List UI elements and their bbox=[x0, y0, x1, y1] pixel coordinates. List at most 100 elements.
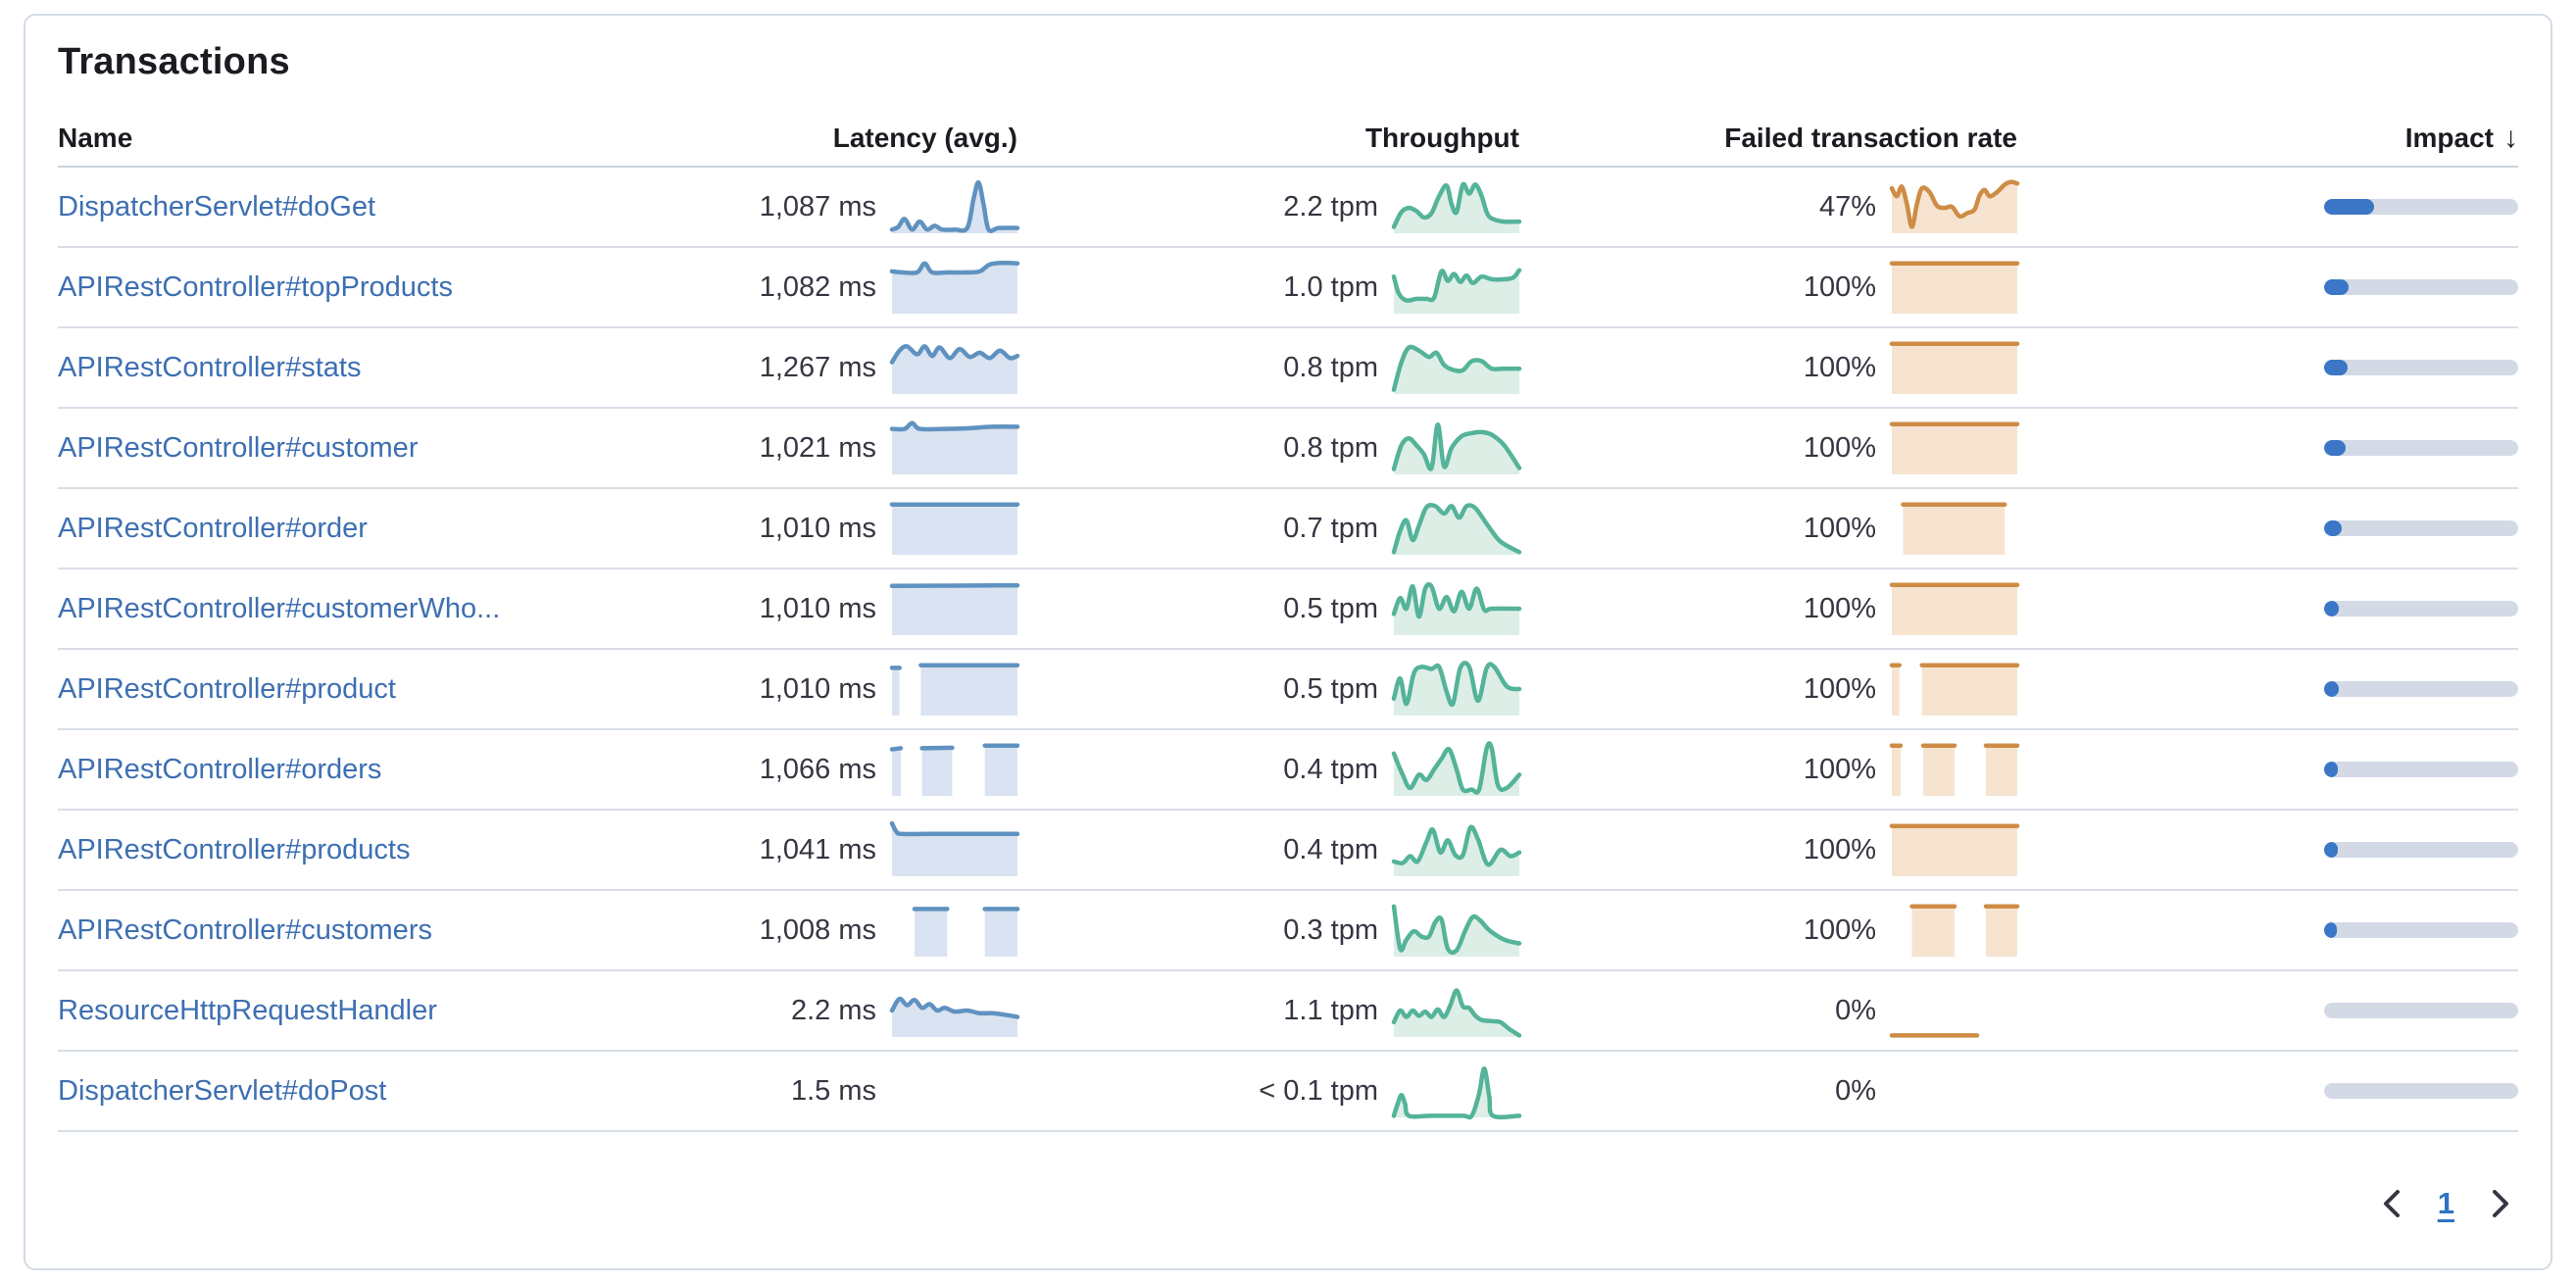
latency-sparkline bbox=[889, 502, 1020, 555]
throughput-sparkline bbox=[1391, 741, 1522, 796]
table-row: ResourceHttpRequestHandler 2.2 ms 1.1 tp… bbox=[58, 971, 2518, 1052]
latency-sparkline bbox=[912, 907, 1020, 957]
impact-bar bbox=[2324, 440, 2518, 456]
transaction-name-link[interactable]: APIRestController#customerWho... bbox=[58, 592, 501, 624]
table-header: Name Latency (avg.) Throughput Failed tr… bbox=[58, 111, 2518, 168]
next-page-button[interactable] bbox=[2484, 1184, 2515, 1223]
transaction-name-link[interactable]: APIRestController#products bbox=[58, 833, 411, 865]
impact-bar bbox=[2324, 762, 2518, 777]
impact-bar bbox=[2324, 520, 2518, 536]
failed-rate-sparkline bbox=[1889, 261, 2020, 314]
latency-sparkline bbox=[889, 582, 1020, 635]
failed-rate-sparkline bbox=[1889, 582, 2020, 635]
failed-rate-sparkline bbox=[1889, 341, 2020, 394]
throughput-value: < 0.1 tpm bbox=[1259, 1074, 1378, 1107]
throughput-value: 0.3 tpm bbox=[1283, 914, 1378, 946]
throughput-value: 2.2 tpm bbox=[1283, 190, 1378, 222]
latency-value: 1,010 ms bbox=[759, 672, 876, 705]
throughput-sparkline bbox=[1391, 661, 1522, 716]
failed-rate-value: 100% bbox=[1803, 753, 1876, 785]
throughput-value: 0.8 tpm bbox=[1283, 431, 1378, 464]
failed-rate-value: 0% bbox=[1835, 994, 1876, 1026]
latency-value: 1,267 ms bbox=[759, 351, 876, 383]
table-row: APIRestController#product 1,010 ms 0.5 t… bbox=[58, 650, 2518, 730]
failed-rate-value: 0% bbox=[1835, 1074, 1876, 1107]
impact-bar-fill bbox=[2324, 842, 2338, 858]
impact-bar-fill bbox=[2324, 279, 2349, 295]
throughput-value: 0.5 tpm bbox=[1283, 672, 1378, 705]
transaction-name-link[interactable]: APIRestController#stats bbox=[58, 351, 362, 383]
transaction-name-link[interactable]: APIRestController#customer bbox=[58, 431, 419, 464]
transactions-panel: Transactions Name Latency (avg.) Through… bbox=[24, 14, 2552, 1270]
table-row: APIRestController#order 1,010 ms 0.7 tpm… bbox=[58, 489, 2518, 569]
impact-bar-fill bbox=[2324, 440, 2346, 456]
failed-rate-value: 100% bbox=[1803, 914, 1876, 946]
latency-value: 1,010 ms bbox=[759, 592, 876, 624]
failed-rate-sparkline bbox=[1889, 823, 2020, 876]
panel-title: Transactions bbox=[58, 41, 290, 82]
transaction-name-link[interactable]: ResourceHttpRequestHandler bbox=[58, 994, 437, 1026]
failed-rate-sparkline bbox=[1889, 663, 2020, 716]
col-header-name: Name bbox=[58, 123, 133, 153]
col-header-impact[interactable]: Impact ↓ bbox=[2017, 122, 2518, 155]
table-row: APIRestController#topProducts 1,082 ms 1… bbox=[58, 248, 2518, 328]
failed-rate-sparkline bbox=[1909, 904, 2020, 957]
page-1-button[interactable]: 1 bbox=[2437, 1186, 2454, 1220]
latency-sparkline bbox=[892, 1064, 1017, 1117]
table-row: APIRestController#customers 1,008 ms 0.3… bbox=[58, 891, 2518, 971]
impact-bar bbox=[2324, 922, 2518, 938]
latency-sparkline bbox=[889, 179, 1020, 233]
throughput-sparkline bbox=[1391, 421, 1522, 474]
failed-rate-value: 100% bbox=[1803, 351, 1876, 383]
latency-sparkline bbox=[889, 344, 1020, 394]
throughput-sparkline bbox=[1391, 904, 1522, 957]
failed-rate-value: 100% bbox=[1803, 271, 1876, 303]
transaction-name-link[interactable]: APIRestController#customers bbox=[58, 914, 432, 946]
failed-rate-value: 100% bbox=[1803, 431, 1876, 464]
latency-sparkline bbox=[889, 996, 1020, 1037]
impact-bar bbox=[2324, 1003, 2518, 1018]
failed-rate-sparkline bbox=[1889, 179, 2020, 233]
pagination: 1 bbox=[2377, 1184, 2515, 1223]
impact-bar bbox=[2324, 279, 2518, 295]
latency-sparkline bbox=[889, 260, 1020, 314]
transaction-name-link[interactable]: APIRestController#order bbox=[58, 512, 368, 544]
failed-rate-value: 100% bbox=[1803, 672, 1876, 705]
failed-rate-sparkline bbox=[1889, 1033, 1980, 1038]
failed-rate-sparkline bbox=[1901, 502, 2007, 555]
failed-rate-value: 100% bbox=[1803, 512, 1876, 544]
impact-bar-fill bbox=[2324, 199, 2375, 215]
latency-value: 1,082 ms bbox=[759, 271, 876, 303]
transaction-name-link[interactable]: DispatcherServlet#doGet bbox=[58, 190, 375, 222]
failed-rate-sparkline bbox=[1892, 1064, 2017, 1117]
failed-rate-sparkline bbox=[1889, 743, 2020, 796]
table-row: DispatcherServlet#doGet 1,087 ms 2.2 tpm… bbox=[58, 168, 2518, 248]
throughput-sparkline bbox=[1391, 502, 1522, 555]
latency-value: 1,021 ms bbox=[759, 431, 876, 464]
col-header-impact-label: Impact bbox=[2404, 123, 2494, 153]
throughput-value: 1.1 tpm bbox=[1283, 994, 1378, 1026]
impact-bar bbox=[2324, 360, 2518, 375]
latency-value: 1,008 ms bbox=[759, 914, 876, 946]
col-header-failed-rate: Failed transaction rate bbox=[1724, 123, 2017, 153]
prev-page-button[interactable] bbox=[2377, 1184, 2408, 1223]
latency-value: 1,066 ms bbox=[759, 753, 876, 785]
throughput-sparkline bbox=[1391, 268, 1522, 314]
transaction-name-link[interactable]: APIRestController#topProducts bbox=[58, 271, 453, 303]
table-row: APIRestController#customer 1,021 ms 0.8 … bbox=[58, 409, 2518, 489]
throughput-sparkline bbox=[1391, 344, 1522, 394]
sort-desc-icon: ↓ bbox=[2503, 122, 2518, 154]
throughput-value: 0.4 tpm bbox=[1283, 753, 1378, 785]
impact-bar-fill bbox=[2324, 922, 2337, 938]
table-row: DispatcherServlet#doPost 1.5 ms < 0.1 tp… bbox=[58, 1052, 2518, 1132]
impact-bar bbox=[2324, 842, 2518, 858]
failed-rate-value: 47% bbox=[1818, 190, 1876, 222]
throughput-sparkline bbox=[1391, 181, 1522, 233]
failed-rate-sparkline bbox=[1889, 421, 2020, 474]
transaction-name-link[interactable]: APIRestController#product bbox=[58, 672, 396, 705]
transaction-name-link[interactable]: DispatcherServlet#doPost bbox=[58, 1074, 387, 1107]
latency-value: 1.5 ms bbox=[790, 1074, 876, 1107]
chevron-right-icon bbox=[2493, 1190, 2508, 1217]
transaction-name-link[interactable]: APIRestController#orders bbox=[58, 753, 382, 785]
throughput-sparkline bbox=[1391, 581, 1522, 635]
